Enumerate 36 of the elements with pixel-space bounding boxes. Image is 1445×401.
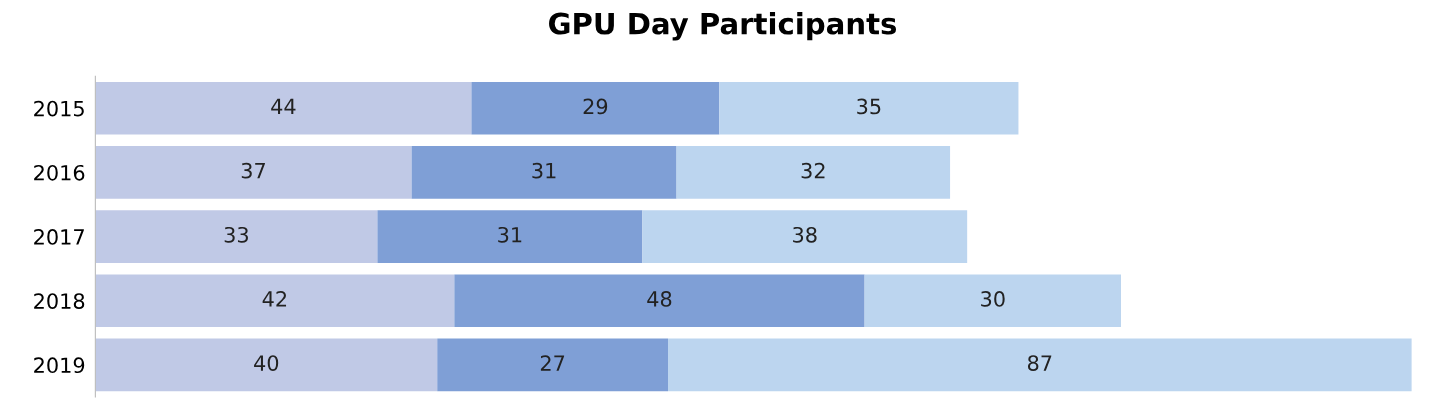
bar (95, 338, 438, 392)
data-label: 27 (540, 355, 565, 371)
bar (95, 146, 412, 199)
bar (437, 338, 669, 392)
data-label: 29 (583, 98, 608, 115)
bar (454, 274, 865, 328)
bar (668, 338, 1412, 392)
bar (95, 274, 455, 328)
bar (377, 210, 643, 263)
chart-title: GPU Day Participants (549, 12, 897, 41)
y-tick-label: 2017 (34, 229, 84, 245)
bar (471, 81, 720, 135)
y-tick-label: 2018 (34, 293, 85, 309)
data-label: 31 (498, 226, 522, 243)
data-label: 38 (793, 226, 817, 243)
data-label: 32 (801, 162, 825, 179)
data-label: 37 (241, 162, 265, 179)
data-label: 33 (224, 226, 248, 243)
bar (95, 210, 378, 263)
data-label: 35 (857, 98, 881, 115)
bar (676, 146, 951, 199)
data-label: 48 (647, 291, 672, 307)
bar (642, 210, 968, 263)
y-tick-label: 2016 (34, 164, 85, 181)
data-label: 44 (271, 98, 296, 115)
y-tick-label: 2019 (34, 357, 85, 374)
y-tick-label: 2015 (34, 100, 84, 117)
bar (719, 81, 1019, 135)
data-label: 42 (262, 291, 287, 307)
data-label: 30 (981, 291, 1005, 307)
bar (95, 81, 472, 135)
data-label: 40 (254, 355, 279, 371)
bar (864, 274, 1122, 328)
bar (411, 146, 677, 199)
data-label: 87 (1027, 355, 1052, 371)
data-label: 31 (532, 162, 556, 179)
